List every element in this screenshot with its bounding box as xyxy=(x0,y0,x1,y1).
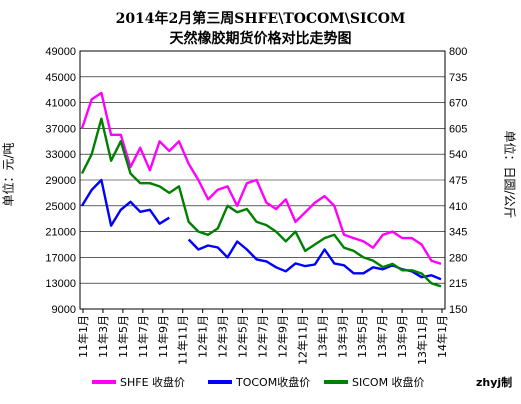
legend: SHFE 收盘价 TOCOM收盘价 SICOM 收盘价 xyxy=(0,374,521,392)
y-left-tick-label: 37000 xyxy=(45,123,76,135)
x-tick-label: 11年3月 xyxy=(96,315,110,358)
legend-item-tocom: TOCOM收盘价 xyxy=(208,374,310,390)
x-tick-label: 13年1月 xyxy=(315,315,329,358)
x-tick-label: 13年7月 xyxy=(375,315,389,358)
y-left-tick-label: 9000 xyxy=(52,304,76,316)
series-lines xyxy=(80,91,442,288)
y-right-tick-label: 670 xyxy=(449,98,467,110)
chart-subtitle: 天然橡胶期货价格对比走势图 xyxy=(169,31,352,47)
x-tick-label: 13年5月 xyxy=(355,315,369,358)
x-tick-label: 11年1月 xyxy=(76,315,90,358)
x-tick-label: 14年1月 xyxy=(435,315,449,358)
y-right-tick-label: 475 xyxy=(449,175,467,187)
x-tick-label: 13年11月 xyxy=(415,315,429,365)
y-left-tick-label: 21000 xyxy=(45,227,76,239)
x-tick-label: 13年9月 xyxy=(395,315,409,358)
legend-label-tocom: TOCOM收盘价 xyxy=(236,376,311,389)
y-left-tick-label: 49000 xyxy=(45,46,76,58)
x-tick-label: 11年9月 xyxy=(156,315,170,358)
x-tick-label: 11年7月 xyxy=(136,315,150,358)
y-axis-left-label: 单位：元/吨 xyxy=(1,142,16,207)
y-right-tick-label: 280 xyxy=(449,252,467,264)
y-right-tick-label: 215 xyxy=(449,278,467,290)
x-tick-label: 12年7月 xyxy=(256,315,270,358)
chart-title: 2014年2月第三周SHFE\TOCOM\SICOM xyxy=(115,11,406,27)
x-tick-label: 13年3月 xyxy=(335,315,349,358)
y-right-tick-label: 735 xyxy=(449,72,467,84)
y-left-tick-label: 33000 xyxy=(45,149,76,161)
x-tick-label: 12年3月 xyxy=(216,315,230,358)
y-right-tick-label: 800 xyxy=(449,46,467,58)
left-axis-ticks: 9000 13000 17000 21000 25000 29000 33000 37000 4… xyxy=(45,46,76,316)
x-axis-ticks: 11年1月 11年3月 11年5月 11年7月 11年9月 11年11月 12年1月 12年3… xyxy=(76,309,449,365)
x-tick-label: 11年5月 xyxy=(116,315,130,358)
y-right-tick-label: 410 xyxy=(449,201,467,213)
legend-swatch-shfe xyxy=(92,380,116,384)
x-tick-label: 12年11月 xyxy=(295,315,309,365)
y-right-tick-label: 605 xyxy=(449,123,467,135)
x-tick-label: 12年5月 xyxy=(236,315,250,358)
legend-label-shfe: SHFE 收盘价 xyxy=(120,376,186,389)
right-axis-ticks: 150 215 280 345 410 475 540 605 670 735 800 xyxy=(449,46,467,316)
series-line-tocom xyxy=(80,178,442,281)
grid-lines xyxy=(80,50,445,310)
y-left-tick-label: 17000 xyxy=(45,252,76,264)
y-left-tick-label: 13000 xyxy=(45,278,76,290)
y-right-tick-label: 345 xyxy=(449,227,467,239)
x-tick-label: 12年9月 xyxy=(275,315,289,358)
y-right-tick-label: 150 xyxy=(449,304,467,316)
legend-item-sicom: SICOM 收盘价 xyxy=(324,374,425,390)
credit-label: zhyj制 xyxy=(476,376,513,389)
y-left-tick-label: 41000 xyxy=(45,98,76,110)
y-left-tick-label: 25000 xyxy=(45,201,76,213)
x-tick-label: 12年1月 xyxy=(196,315,210,358)
series-line-shfe xyxy=(80,91,442,266)
legend-swatch-tocom xyxy=(208,380,232,384)
y-left-tick-label: 29000 xyxy=(45,175,76,187)
y-axis-right-label: 单位：日圆/公斤 xyxy=(502,130,517,219)
x-tick-label: 11年11月 xyxy=(176,315,190,365)
legend-item-shfe: SHFE 收盘价 xyxy=(92,374,185,390)
legend-label-sicom: SICOM 收盘价 xyxy=(352,376,425,389)
series-line-sicom xyxy=(80,117,442,288)
y-right-tick-label: 540 xyxy=(449,149,467,161)
y-left-tick-label: 45000 xyxy=(45,72,76,84)
legend-swatch-sicom xyxy=(324,380,348,384)
